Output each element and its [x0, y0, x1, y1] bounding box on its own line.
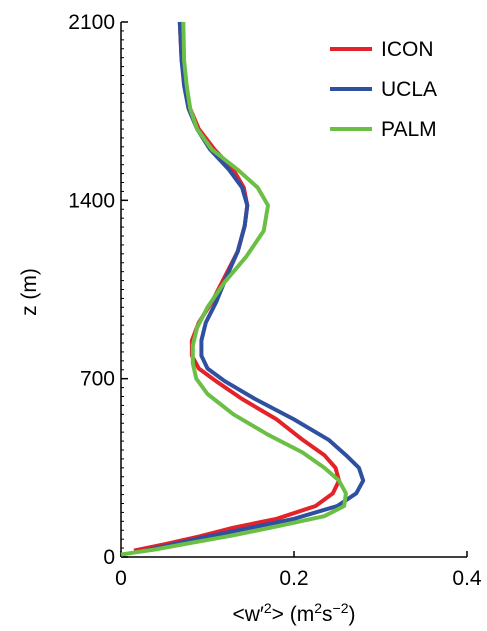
x-tick-label: 0.4 — [452, 567, 482, 590]
series-layer — [120, 21, 366, 557]
x-ticks: 0 0.2 0.4 — [115, 551, 482, 590]
y-ticks: 0 700 1400 2100 — [68, 11, 128, 569]
x-axis-label-exp2: 2 — [314, 600, 322, 616]
legend-label-ucla: UCLA — [381, 78, 437, 101]
x-axis-label-main: <w′ — [232, 603, 263, 626]
y-tick-label: 700 — [80, 368, 115, 391]
x-axis-label-end: ) — [349, 603, 356, 626]
y-tick-label: 1400 — [68, 189, 115, 212]
x-axis-label: <w′2> (m2s−2) — [232, 600, 355, 626]
plot-frame — [120, 22, 467, 558]
x-tick-label: 0.2 — [279, 567, 308, 590]
y-axis-label: z (m) — [18, 268, 41, 316]
legend-label-icon: ICON — [381, 38, 434, 61]
legend-label-palm: PALM — [381, 118, 437, 141]
y-tick-label: 0 — [103, 546, 115, 569]
y-minor-ticks — [121, 21, 124, 558]
y-tick-label: 2100 — [68, 11, 115, 34]
x-tick-label: 0 — [115, 567, 127, 590]
legend: ICON UCLA PALM — [330, 38, 437, 141]
x-axis-label-mid: > (m — [272, 603, 315, 626]
x-axis-label-mid2: s — [322, 603, 333, 626]
series-line-palm — [120, 21, 348, 557]
x-axis-label-exp3: −2 — [333, 600, 349, 616]
x-axis-label-exp1: 2 — [264, 600, 272, 616]
series-line-icon — [133, 21, 341, 553]
